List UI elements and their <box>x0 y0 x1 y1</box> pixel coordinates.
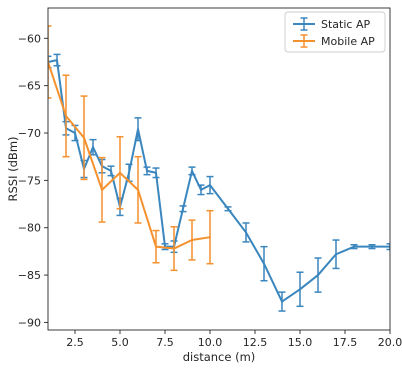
data-point <box>146 169 148 172</box>
x-tick-label: 20.0 <box>378 336 402 349</box>
data-point <box>245 231 247 234</box>
series-static-ap <box>48 53 390 312</box>
series-mobile-ap <box>48 25 214 272</box>
data-point <box>74 132 76 135</box>
data-point <box>56 59 58 62</box>
data-point <box>299 288 301 291</box>
data-point <box>227 207 229 210</box>
axes: 2.5 5.0 7.5 10.0 12.5 15.0 17.5 20.0 −60 −65 −70 −7… <box>6 7 402 364</box>
y-tick-label: −85 <box>18 269 41 282</box>
legend-item: Static AP <box>293 17 370 31</box>
data-point <box>119 171 121 174</box>
x-tick-label: 15.0 <box>288 336 313 349</box>
y-tick-label: −65 <box>18 80 41 93</box>
y-tick-label: −70 <box>18 127 41 140</box>
series-group <box>48 25 390 312</box>
data-point <box>281 300 283 303</box>
x-tick-label: 10.0 <box>198 336 223 349</box>
legend-item: Mobile AP <box>293 34 375 48</box>
legend-label: Static AP <box>321 18 370 31</box>
data-point <box>191 239 193 242</box>
x-tick-label: 2.5 <box>66 336 84 349</box>
data-point <box>353 245 355 248</box>
data-point <box>191 169 193 172</box>
x-tick-label: 5.0 <box>111 336 129 349</box>
data-point <box>65 114 67 117</box>
series-line <box>48 61 211 250</box>
y-axis-label: RSSI (dBm) <box>6 136 20 201</box>
data-point <box>173 247 175 250</box>
data-point <box>200 188 202 191</box>
data-point <box>155 245 157 248</box>
y-tick-label: −75 <box>18 174 41 187</box>
data-point <box>101 188 103 191</box>
data-point <box>371 245 373 248</box>
data-point <box>83 136 85 139</box>
data-point <box>137 188 139 191</box>
data-point <box>209 184 211 187</box>
data-point <box>182 207 184 210</box>
data-point <box>128 171 130 174</box>
plot-area <box>48 25 390 312</box>
x-tick-label: 17.5 <box>333 336 358 349</box>
legend: Static AP Mobile AP <box>284 11 386 53</box>
data-point <box>263 262 265 265</box>
x-tick-label: 7.5 <box>156 336 174 349</box>
legend-label: Mobile AP <box>321 35 375 48</box>
y-tick-label: −90 <box>18 316 41 329</box>
data-point <box>92 146 94 149</box>
axes-frame <box>47 7 391 331</box>
data-point <box>317 274 319 277</box>
data-point <box>209 236 211 239</box>
data-point <box>155 171 157 174</box>
y-tick-label: −60 <box>18 32 41 45</box>
y-tick-label: −80 <box>18 222 41 235</box>
data-point <box>137 128 139 131</box>
data-point <box>110 169 112 172</box>
data-point <box>335 253 337 256</box>
x-axis-label: distance (m) <box>183 350 256 364</box>
x-tick-label: 12.5 <box>243 336 268 349</box>
